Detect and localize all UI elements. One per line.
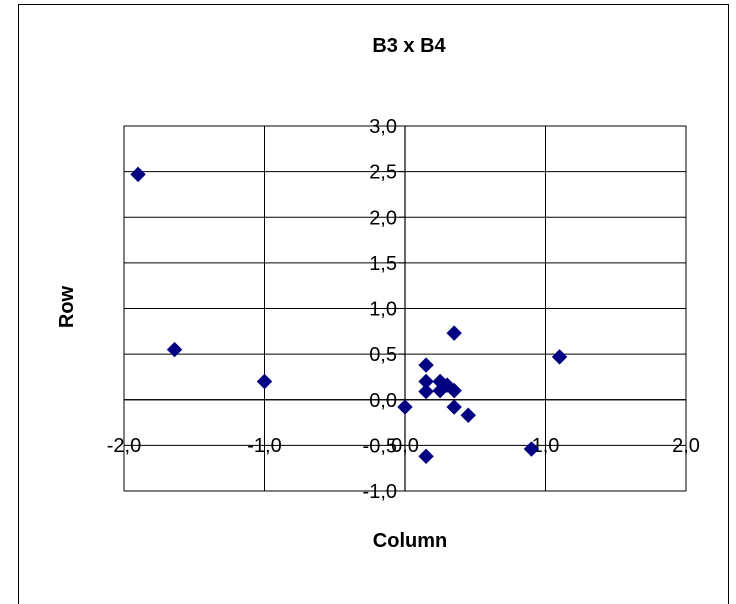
y-axis-label: Row <box>56 285 78 328</box>
data-point <box>446 382 462 399</box>
y-tick-label: 3,0 <box>369 116 397 138</box>
data-point <box>418 383 434 400</box>
x-axis-label: Column <box>373 530 447 552</box>
chart-svg: -2,0 -1,0 0,0 1,0 2,03,02,52,01,51,00,50,0-0… <box>56 35 700 552</box>
y-tick-label: 0,5 <box>369 344 397 366</box>
y-tick-label: -0,5 <box>363 435 397 457</box>
data-point <box>397 399 413 415</box>
data-point <box>130 166 146 183</box>
x-tick-label: 1,0 <box>532 435 560 457</box>
data-point <box>256 373 273 390</box>
y-tick-label: 0,0 <box>369 390 397 412</box>
data-point <box>418 448 434 465</box>
y-tick-label: -1,0 <box>363 481 397 503</box>
y-tick-label: 2,0 <box>369 207 397 229</box>
chart-title: B3 x B4 <box>372 35 446 57</box>
x-tick-label: 2,0 <box>672 435 700 457</box>
y-tick-label: 1,0 <box>369 299 397 321</box>
data-point <box>551 349 568 365</box>
data-point <box>460 407 476 423</box>
data-point <box>166 341 183 358</box>
data-point <box>523 441 540 457</box>
data-points <box>130 166 568 465</box>
data-point <box>446 325 462 341</box>
y-tick-label: 2,5 <box>369 162 397 184</box>
x-tick-label: -2,0 <box>107 435 141 457</box>
y-tick-label: 1,5 <box>369 253 397 275</box>
x-tick-label: -1,0 <box>247 435 281 457</box>
data-point <box>446 399 462 415</box>
tick-labels: -2,0 -1,0 0,0 1,0 2,03,02,52,01,51,00,50,0-0… <box>107 116 700 503</box>
data-point <box>418 357 434 373</box>
x-tick-label: 0,0 <box>391 435 419 457</box>
